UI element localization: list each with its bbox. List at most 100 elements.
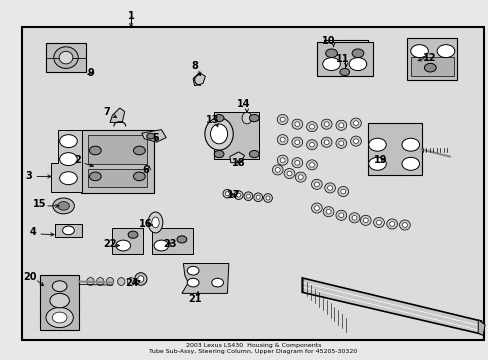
- Point: [412, 179, 420, 184]
- Point: [227, 320, 235, 325]
- Point: [420, 278, 428, 283]
- Point: [340, 201, 348, 207]
- Point: [63, 240, 71, 246]
- Point: [90, 43, 98, 49]
- Point: [243, 83, 250, 89]
- Point: [75, 282, 82, 288]
- Point: [376, 29, 384, 35]
- Point: [47, 136, 55, 141]
- Point: [41, 127, 48, 133]
- Point: [75, 81, 82, 87]
- Point: [49, 193, 57, 199]
- Point: [416, 94, 424, 100]
- Point: [156, 120, 163, 126]
- Point: [227, 176, 235, 182]
- Point: [253, 159, 261, 165]
- Point: [202, 246, 209, 252]
- Point: [379, 120, 386, 126]
- Point: [457, 330, 465, 336]
- Point: [107, 243, 115, 248]
- Point: [298, 57, 306, 62]
- Point: [191, 163, 199, 168]
- Point: [401, 213, 409, 219]
- Point: [24, 39, 32, 45]
- Point: [420, 125, 428, 131]
- Point: [170, 96, 178, 102]
- Point: [293, 92, 301, 98]
- Point: [47, 166, 55, 172]
- Point: [151, 102, 159, 108]
- Point: [153, 137, 161, 143]
- Point: [69, 204, 77, 210]
- Point: [345, 199, 353, 205]
- Point: [160, 112, 167, 118]
- Point: [359, 74, 366, 80]
- Point: [407, 238, 415, 244]
- Point: [37, 225, 45, 231]
- Point: [268, 279, 276, 285]
- Point: [143, 262, 151, 268]
- Text: 15: 15: [33, 199, 47, 210]
- Point: [83, 117, 91, 122]
- Point: [358, 126, 366, 131]
- Point: [260, 244, 267, 249]
- Point: [298, 309, 305, 314]
- Point: [165, 156, 173, 161]
- Point: [81, 202, 88, 207]
- Point: [253, 306, 261, 312]
- Point: [241, 148, 249, 154]
- Point: [218, 92, 225, 98]
- Point: [156, 328, 164, 334]
- Point: [112, 41, 120, 47]
- Point: [429, 218, 437, 224]
- Point: [36, 228, 43, 234]
- Point: [61, 64, 69, 70]
- Point: [216, 172, 224, 178]
- Point: [176, 327, 184, 333]
- Point: [183, 220, 191, 226]
- Point: [390, 94, 398, 99]
- Point: [348, 136, 356, 141]
- Point: [313, 245, 321, 251]
- Ellipse shape: [350, 118, 361, 128]
- Point: [99, 205, 106, 211]
- Point: [130, 221, 138, 226]
- Point: [183, 152, 190, 158]
- Point: [299, 153, 307, 159]
- Point: [450, 183, 458, 189]
- Point: [134, 80, 142, 86]
- Point: [292, 162, 300, 168]
- Point: [184, 141, 192, 147]
- Point: [312, 199, 320, 204]
- Point: [203, 202, 210, 208]
- Point: [102, 314, 110, 320]
- Point: [50, 225, 58, 231]
- Point: [319, 184, 326, 190]
- Point: [71, 30, 79, 35]
- Point: [241, 129, 249, 134]
- Point: [105, 232, 113, 238]
- Point: [433, 269, 441, 275]
- Point: [185, 287, 193, 293]
- Point: [476, 59, 484, 65]
- Point: [177, 260, 184, 265]
- Point: [340, 157, 347, 163]
- Point: [249, 24, 257, 30]
- Point: [250, 107, 258, 112]
- Point: [364, 297, 372, 302]
- Point: [453, 118, 461, 124]
- Point: [303, 290, 311, 296]
- Point: [413, 185, 421, 190]
- Point: [390, 179, 398, 185]
- Point: [97, 291, 105, 297]
- Point: [447, 125, 455, 130]
- Point: [25, 229, 33, 234]
- Point: [360, 31, 368, 37]
- Point: [436, 69, 444, 75]
- Point: [475, 271, 483, 277]
- Point: [136, 276, 144, 282]
- Point: [292, 148, 300, 154]
- Point: [319, 134, 326, 139]
- Point: [101, 258, 108, 264]
- Point: [455, 133, 463, 139]
